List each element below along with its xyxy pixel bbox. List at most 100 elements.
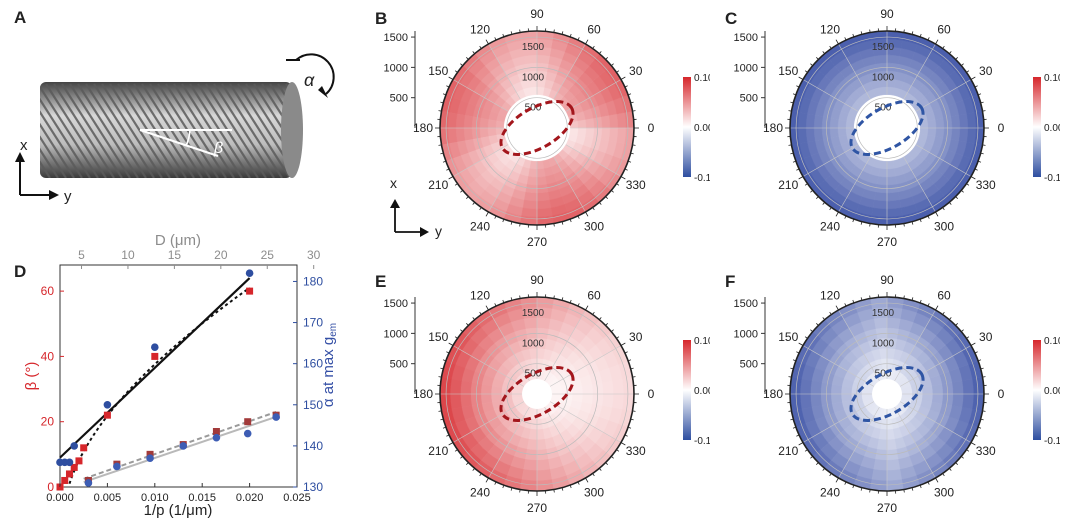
heatmap-cell <box>448 113 457 128</box>
data-point-square <box>61 477 68 484</box>
heatmap-cell <box>951 115 960 128</box>
inner-radial-label: 1000 <box>872 338 895 349</box>
top-tick-label: 20 <box>214 248 228 262</box>
polar-angle-tick <box>621 443 625 446</box>
polar-angle-tick <box>816 57 818 59</box>
polar-angle-tick <box>460 190 462 192</box>
polar-angle-tick <box>520 224 521 227</box>
inner-radial-label: 1000 <box>522 72 545 83</box>
polar-angle-tick <box>836 306 839 310</box>
polar-angle-tick <box>789 411 792 412</box>
polar-angle-label: 300 <box>934 486 954 500</box>
polar-angle-tick <box>823 317 825 319</box>
polar-angle-tick <box>789 377 792 378</box>
polar-angle-tick <box>554 224 555 227</box>
panel-label-e: E <box>375 272 386 291</box>
heatmap-cell <box>481 384 492 394</box>
colorbar-tick-label: 0.00 <box>1044 386 1060 397</box>
polar-angle-label: 150 <box>428 64 448 78</box>
polar-angle-tick <box>449 443 453 446</box>
heatmap-cell <box>522 469 537 480</box>
polar-angle-tick <box>836 478 839 482</box>
polar-angle-tick <box>810 330 812 332</box>
polar-angle-tick <box>606 323 608 325</box>
heatmap-cell <box>928 128 937 137</box>
polar-angle-tick <box>949 317 951 319</box>
polar-angle-tick <box>949 202 951 204</box>
data-point-square <box>66 470 73 477</box>
heatmap-cell <box>887 177 897 186</box>
heatmap-cell <box>874 55 887 64</box>
polar-angle-label: 150 <box>778 330 798 344</box>
radial-axis-tick-label: 500 <box>390 359 408 371</box>
polar-angle-label: 210 <box>778 444 798 458</box>
polar-angle-tick <box>633 145 636 146</box>
polar-angle-tick <box>606 197 608 199</box>
right-axis-title-sub: em <box>328 323 339 337</box>
polar-angle-label: 90 <box>530 7 544 21</box>
polar-angle-tick <box>611 330 613 332</box>
polar-angle-label: 270 <box>527 501 547 515</box>
polar-angle-tick <box>971 443 975 446</box>
polar-angle-label: 330 <box>626 178 646 192</box>
radial-axis-tick-label: 1500 <box>734 298 758 310</box>
data-point-circle <box>113 463 121 471</box>
polar-angle-label: 180 <box>413 121 433 135</box>
heatmap-cell <box>523 200 537 209</box>
fiber-strand <box>0 84 26 178</box>
heatmap-cell <box>874 317 887 328</box>
polar-angle-tick <box>486 478 489 482</box>
heatmap-cell <box>814 128 823 141</box>
inset-axis-y-label: y <box>435 223 442 239</box>
x-axis-title: 1/p (1/μm) <box>144 502 213 519</box>
polar-angle-tick <box>956 323 958 325</box>
axis-y-label: y <box>64 188 72 205</box>
heatmap-cell <box>537 55 550 64</box>
heatmap-cell <box>873 200 887 209</box>
colorbar-tick-label: 0.10 <box>694 73 710 84</box>
polar-angle-tick <box>473 202 475 204</box>
polar-angle-tick <box>449 77 453 80</box>
polar-angle-tick <box>520 30 521 33</box>
data-point-square <box>244 418 251 425</box>
heatmap-cell <box>967 113 976 128</box>
polar-angle-label: 0 <box>998 387 1005 401</box>
polar-angle-tick <box>606 57 608 59</box>
radial-axis-tick-label: 1000 <box>384 328 408 340</box>
polar-angle-tick <box>956 463 958 465</box>
heatmap-cell <box>450 379 461 394</box>
polar-angle-tick <box>554 490 555 493</box>
polar-angle-tick <box>810 456 812 458</box>
heatmap-cell <box>609 128 618 142</box>
heatmap-cell <box>872 208 887 217</box>
heatmap-cell <box>814 115 823 128</box>
panel-label-b: B <box>375 9 387 28</box>
polar-angle-tick <box>473 51 475 53</box>
polar-angle-tick <box>473 468 475 470</box>
radial-axis-tick-label: 1500 <box>734 32 758 44</box>
heatmap-cell <box>582 394 593 404</box>
heatmap-cell <box>480 128 489 138</box>
polar-angle-tick <box>936 306 939 310</box>
polar-angle-tick <box>836 212 839 216</box>
heatmap-cell <box>612 394 623 409</box>
polar-angle-label: 120 <box>470 22 490 36</box>
heatmap-cell <box>952 381 963 394</box>
panel-b-polar-chart: B500100015005001000150003060901201501802… <box>365 0 710 260</box>
data-point-square <box>80 444 87 451</box>
polar-angle-tick <box>799 343 803 346</box>
polar-angle-tick <box>466 57 468 59</box>
heatmap-cell <box>537 200 551 209</box>
polar-angle-tick <box>439 145 442 146</box>
heatmap-cell <box>537 208 552 217</box>
polar-angle-label: 60 <box>587 288 601 302</box>
polar-angle-tick <box>611 64 613 66</box>
fiber-strand <box>0 84 18 178</box>
polar-angle-label: 270 <box>877 235 897 249</box>
heatmap-cell <box>464 128 473 141</box>
plot-frame <box>60 265 297 487</box>
heatmap-cell <box>920 128 928 135</box>
heatmap-cell <box>530 161 537 169</box>
heatmap-cell <box>537 87 544 95</box>
